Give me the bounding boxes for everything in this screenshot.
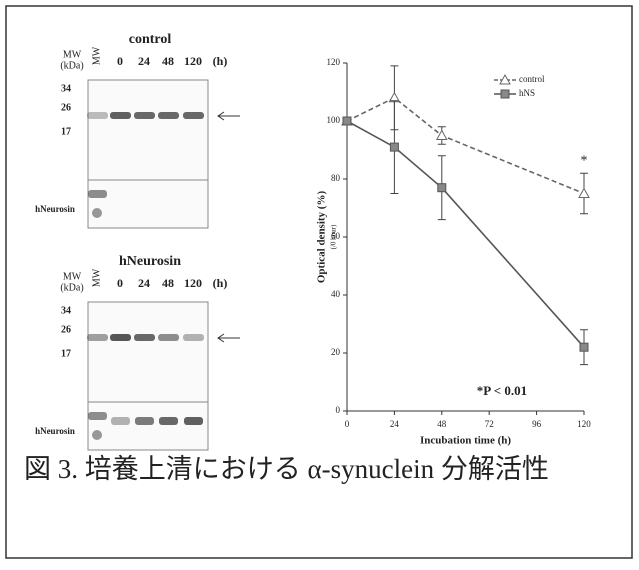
lane-label: 24: [138, 54, 150, 68]
arrow: [218, 112, 240, 120]
band: [88, 412, 107, 420]
y-tick-label: 40: [331, 289, 341, 299]
lane-label: (h): [213, 54, 228, 68]
point: [438, 184, 446, 192]
lane-label: 24: [138, 276, 150, 290]
caption: 図 3. 培養上清における α-synuclein 分解活性: [24, 454, 549, 484]
y-tick-label: 120: [327, 57, 341, 67]
band: [159, 417, 178, 425]
series-line: [347, 121, 584, 347]
blot-panel: [88, 180, 208, 228]
lane-label: 120: [184, 276, 202, 290]
band: [87, 112, 108, 119]
x-tick-label: 120: [577, 419, 591, 429]
legend-label: hNS: [519, 88, 535, 98]
marker-label: 26: [61, 324, 71, 335]
band: [183, 334, 204, 341]
point: [343, 117, 351, 125]
probe-label: hNeurosin: [35, 204, 75, 214]
lane-label: MW: [91, 46, 102, 65]
mw-label: MW: [63, 49, 82, 60]
point: [579, 189, 589, 198]
band: [110, 112, 131, 119]
marker-label: 17: [61, 126, 71, 137]
blot-panel: [88, 402, 208, 450]
arrow: [218, 334, 240, 342]
blot-panel: [88, 80, 208, 180]
lane-label: MW: [91, 268, 102, 287]
mw-label: (kDa): [60, 60, 83, 71]
probe-label: hNeurosin: [35, 426, 75, 436]
band: [88, 190, 107, 198]
marker-label: 26: [61, 102, 71, 113]
marker-label: 34: [61, 305, 71, 316]
figure: 図 3. 培養上清における α-synuclein 分解活性 control MW…: [0, 0, 639, 565]
x-tick-label: 96: [532, 419, 542, 429]
lane-label: 120: [184, 54, 202, 68]
y-axis-label: Optical density (%): [316, 191, 328, 284]
y-tick-label: 100: [327, 115, 341, 125]
lane-label: (h): [213, 276, 228, 290]
lane-label: 0: [117, 276, 123, 290]
band: [134, 112, 155, 119]
y-tick-label: 0: [336, 405, 341, 415]
mw-label: MW: [63, 271, 82, 282]
band: [135, 417, 154, 425]
band: [111, 417, 130, 425]
band: [92, 208, 102, 218]
band: [87, 334, 108, 341]
marker-label: 34: [61, 83, 71, 94]
point: [580, 343, 588, 351]
x-tick-label: 0: [345, 419, 350, 429]
x-tick-label: 24: [390, 419, 400, 429]
legend-label: control: [519, 74, 545, 84]
annotation: *: [581, 153, 588, 168]
y-tick-label: 20: [331, 347, 341, 357]
blot-panel: [88, 302, 208, 402]
legend-marker: [501, 90, 509, 98]
band: [158, 334, 179, 341]
band: [158, 112, 179, 119]
y-axis-sublabel: (/0 hour): [330, 224, 338, 249]
x-axis-label: Incubation time (h): [420, 435, 511, 447]
x-tick-label: 48: [437, 419, 447, 429]
lane-label: 0: [117, 54, 123, 68]
band: [184, 417, 203, 425]
mw-label: (kDa): [60, 282, 83, 293]
series-line: [347, 98, 584, 194]
blot-title: hNeurosin: [119, 254, 181, 269]
point: [390, 143, 398, 151]
band: [134, 334, 155, 341]
y-tick-label: 80: [331, 173, 341, 183]
x-tick-label: 72: [485, 419, 494, 429]
annotation: *P < 0.01: [477, 383, 527, 398]
band: [110, 334, 131, 341]
marker-label: 17: [61, 348, 71, 359]
band: [183, 112, 204, 119]
lane-label: 48: [162, 54, 174, 68]
lane-label: 48: [162, 276, 174, 290]
band: [92, 430, 102, 440]
blot-title: control: [129, 32, 172, 47]
